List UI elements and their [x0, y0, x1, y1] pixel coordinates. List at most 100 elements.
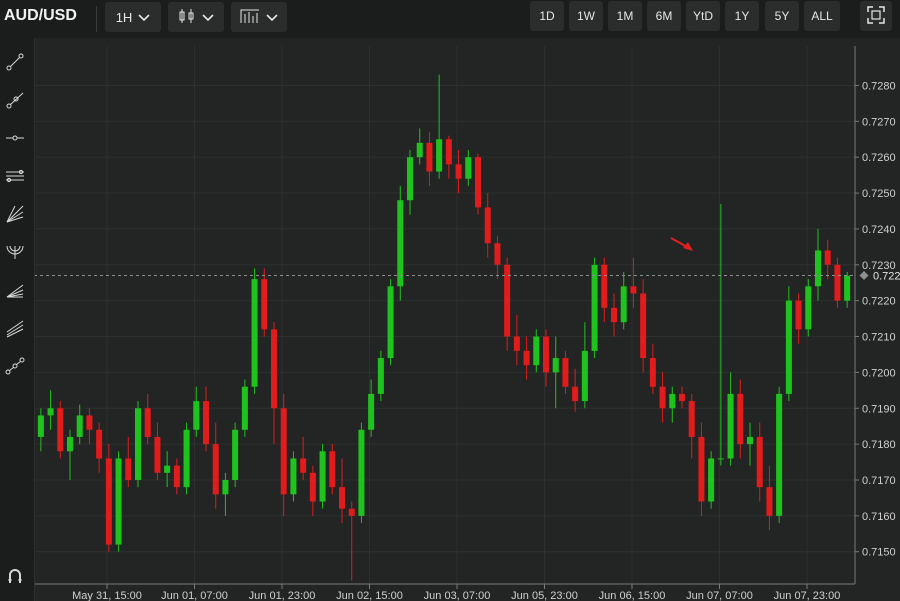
candle-body	[746, 436, 754, 445]
candle-body	[183, 429, 190, 488]
arc-icon	[5, 242, 25, 267]
candle-body	[436, 139, 443, 172]
candle-body	[766, 487, 773, 516]
candle-body	[533, 336, 540, 366]
candle-body	[445, 139, 452, 165]
chart-style-dropdown[interactable]	[168, 2, 224, 32]
candle-body	[348, 508, 355, 516]
candle-body	[261, 279, 268, 330]
path-tool[interactable]	[0, 352, 30, 384]
horizontal-line-tool[interactable]	[0, 124, 30, 156]
annotation-arrow[interactable]	[670, 237, 693, 251]
candle	[455, 150, 462, 194]
candle	[125, 436, 132, 488]
candle-body	[824, 250, 831, 265]
candle	[358, 422, 365, 524]
x-tick-label: Jun 01, 07:00	[161, 590, 228, 601]
range-button-1m[interactable]: 1M	[608, 1, 642, 31]
candle-body	[300, 458, 307, 473]
ray-tool[interactable]	[0, 86, 30, 118]
candle-body	[232, 429, 239, 480]
fullscreen-icon	[867, 5, 885, 27]
candlestick-icon	[178, 8, 196, 27]
candle	[640, 279, 647, 373]
range-button-1y[interactable]: 1Y	[725, 1, 759, 31]
range-button-1d[interactable]: 1D	[530, 1, 564, 31]
candle	[630, 257, 637, 308]
candle	[465, 150, 472, 186]
candle	[329, 444, 336, 495]
candle	[105, 444, 112, 552]
fullscreen-button[interactable]	[860, 1, 892, 31]
x-tick-label: Jun 07, 07:00	[686, 590, 753, 601]
candle-body	[406, 157, 414, 201]
candle-body	[591, 264, 598, 351]
magnet-icon	[5, 566, 25, 591]
candle	[290, 451, 297, 502]
fan-tool[interactable]	[0, 200, 30, 232]
candle	[610, 293, 618, 337]
candle-body	[47, 408, 54, 416]
pitchfork-tool[interactable]	[0, 314, 30, 346]
candle-body	[659, 386, 666, 409]
candle-body	[776, 393, 783, 516]
range-button-5y[interactable]: 5Y	[765, 1, 799, 31]
candle	[251, 268, 258, 394]
candle	[202, 386, 210, 452]
y-tick-label: 0.7180	[862, 439, 896, 451]
range-button-6m[interactable]: 6M	[647, 1, 681, 31]
range-button-ytd[interactable]: YtD	[686, 1, 720, 31]
trend-line-tool[interactable]	[0, 48, 30, 80]
indicators-dropdown[interactable]	[231, 2, 287, 32]
candle-body	[358, 429, 365, 516]
path-icon	[5, 356, 25, 381]
channel-tool[interactable]	[0, 162, 30, 194]
candle-body	[727, 393, 734, 459]
candle-body	[610, 307, 618, 323]
candle-body	[805, 286, 812, 330]
y-tick-label: 0.7190	[862, 403, 896, 415]
candle	[523, 336, 530, 380]
candle	[669, 386, 676, 423]
candle-body	[630, 286, 637, 294]
candle	[377, 350, 384, 402]
candle-body	[785, 300, 792, 394]
toolbar-divider	[96, 6, 97, 32]
candle	[76, 404, 83, 445]
magnet-tool[interactable]	[0, 562, 30, 594]
candle	[805, 279, 812, 337]
fan-icon	[5, 204, 25, 229]
arc-tool[interactable]	[0, 238, 30, 270]
candle-body	[270, 329, 278, 409]
range-button-all[interactable]: ALL	[804, 1, 840, 31]
candle	[649, 343, 656, 394]
chevron-down-icon	[138, 10, 150, 25]
candle	[591, 257, 598, 359]
candle	[66, 429, 74, 480]
candle-body	[484, 207, 491, 244]
candle-body	[338, 487, 346, 509]
x-tick-label: Jun 01, 23:00	[249, 590, 316, 601]
candle-body	[572, 386, 579, 402]
interval-dropdown[interactable]: 1H	[105, 2, 161, 32]
candle-body	[241, 386, 248, 430]
candle	[37, 408, 44, 452]
candle-body	[542, 336, 550, 373]
candle	[698, 422, 705, 516]
top-toolbar: AUD/USD 1H 1D 1W 1M 6M YtD 1Y 5Y ALL	[0, 0, 900, 38]
horizontal-line-icon	[5, 128, 25, 153]
candle-body	[494, 243, 501, 265]
y-axis-ticks: 0.7150 0.7160 0.7170 0.7180 0.7190 0.7200 0.72…	[855, 80, 896, 559]
candle	[241, 379, 248, 437]
candle	[144, 393, 151, 445]
candle	[280, 393, 287, 516]
range-button-1w[interactable]: 1W	[569, 1, 603, 31]
candle	[193, 386, 200, 437]
candle-body	[465, 157, 472, 179]
y-tick-label: 0.7260	[862, 152, 896, 164]
candle	[727, 372, 734, 466]
candle	[785, 286, 792, 402]
speed-lines-tool[interactable]	[0, 276, 30, 308]
candle-body	[66, 436, 74, 452]
